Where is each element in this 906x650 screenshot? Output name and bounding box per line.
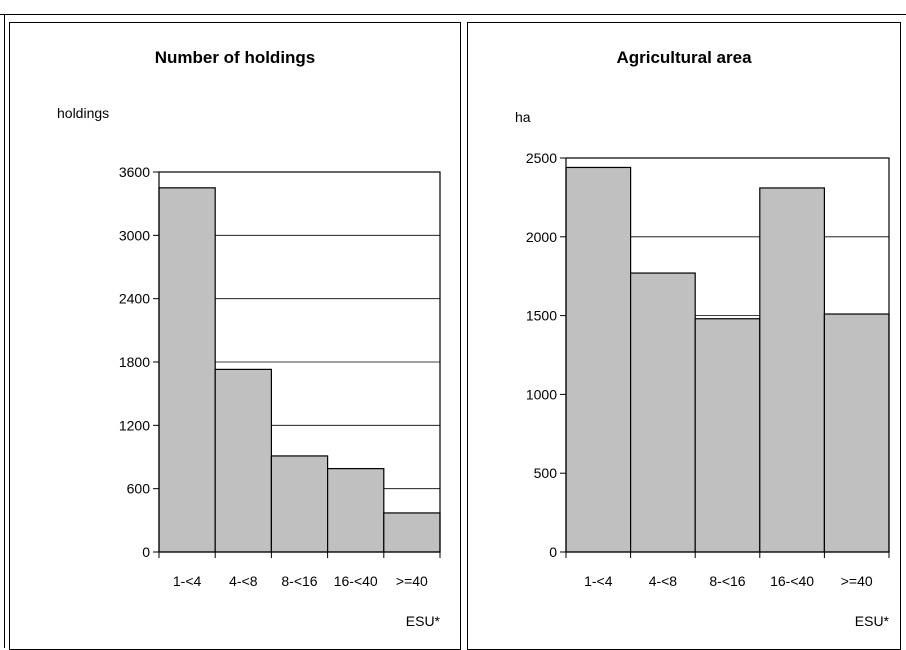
y-tick-label: 0: [549, 544, 557, 560]
chart-title: Number of holdings: [154, 48, 316, 67]
x-tick-label: >=40: [396, 573, 428, 589]
chart-plot: 0 500 1000 1500 2000 2500 1-<4 4-<8 8-<16 16-<40 >…: [526, 150, 890, 629]
chart-panel-holdings: Number of holdings holdings 0 600 1200 1800…: [9, 22, 461, 650]
bar: [823, 313, 890, 553]
bar: [214, 368, 272, 553]
y-tick-label: 2500: [526, 150, 557, 166]
y-tick-label: 3600: [119, 164, 150, 180]
x-tick-label: 8-<16: [281, 573, 317, 589]
bar: [694, 318, 761, 553]
x-tick-label: 4-<8: [649, 573, 678, 589]
bar: [565, 166, 632, 553]
y-axis-label: ha: [515, 109, 531, 125]
bar: [327, 468, 385, 553]
plot-area-frame: [565, 157, 890, 553]
x-tick-label: >=40: [841, 573, 873, 589]
y-tick-label: 500: [534, 465, 558, 481]
x-tick-label: 1-<4: [584, 573, 613, 589]
x-axis-label: ESU*: [855, 613, 890, 629]
y-tick-label: 1500: [526, 308, 557, 324]
y-tick-label: 3000: [119, 227, 150, 243]
chart-title: Agricultural area: [616, 48, 752, 67]
bar: [383, 512, 441, 553]
outer-frame-left: [4, 14, 5, 648]
y-axis-label: holdings: [57, 105, 110, 121]
x-tick-label: 8-<16: [709, 573, 745, 589]
y-tick-label: 2000: [526, 229, 557, 245]
y-tick-label: 1200: [119, 417, 150, 433]
bar: [630, 272, 696, 553]
y-tick-label: 2400: [119, 291, 150, 307]
bar: [759, 187, 825, 553]
y-tick-label: 600: [127, 481, 151, 497]
outer-frame-top: [0, 14, 906, 15]
bar: [158, 187, 216, 553]
y-tick-label: 1000: [526, 386, 557, 402]
y-tick-label: 0: [142, 544, 150, 560]
x-tick-label: 16-<40: [770, 573, 814, 589]
x-tick-label: 1-<4: [173, 573, 202, 589]
x-axis-label: ESU*: [406, 613, 441, 629]
bar: [270, 455, 329, 553]
x-tick-label: 4-<8: [229, 573, 258, 589]
y-tick-label: 1800: [119, 354, 150, 370]
x-tick-label: 16-<40: [334, 573, 378, 589]
chart-panel-area: Agricultural area ha 0 500 1000 1500 2000 250…: [467, 22, 901, 650]
chart-plot: 0 600 1200 1800 2400 3000 3600 1-<4 4-<8 8-<16 16-…: [119, 164, 441, 629]
